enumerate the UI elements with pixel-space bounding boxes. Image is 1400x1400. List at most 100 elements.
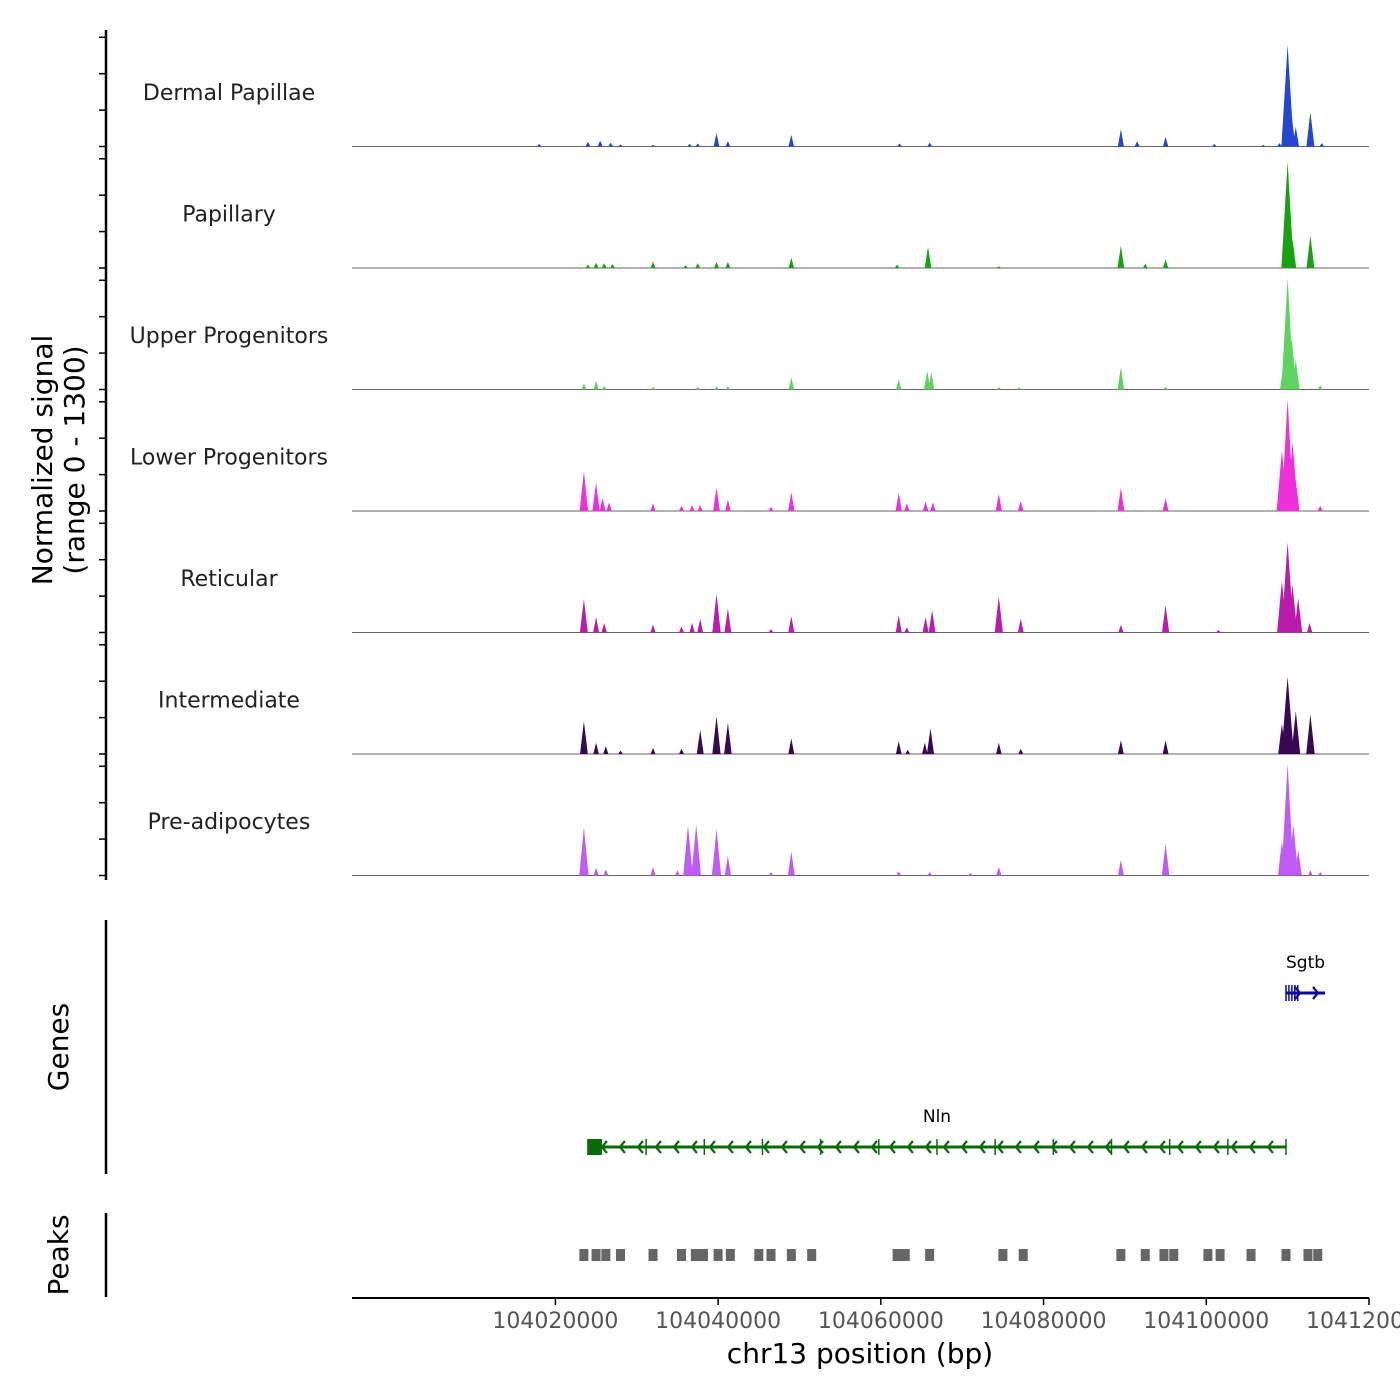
track-3: Lower Progenitors bbox=[130, 399, 1369, 512]
strand-arrow bbox=[780, 1140, 788, 1154]
signal-peak bbox=[618, 144, 623, 147]
signal-peak bbox=[896, 379, 902, 390]
gene-nln: Nln bbox=[587, 1107, 1287, 1155]
signal-peak bbox=[603, 869, 609, 876]
signal-peak bbox=[897, 143, 902, 147]
signal-peak bbox=[788, 492, 795, 511]
x-tick-label: 104020000 bbox=[492, 1309, 618, 1334]
signal-peak bbox=[650, 386, 656, 390]
signal-peak bbox=[725, 386, 731, 390]
signal-peak bbox=[996, 386, 1002, 390]
signal-peak bbox=[1162, 498, 1169, 511]
x-tick-label: 104100000 bbox=[1143, 1309, 1269, 1334]
strand-arrow bbox=[636, 1140, 644, 1154]
signal-peak bbox=[927, 872, 932, 876]
signal-peak bbox=[788, 377, 795, 390]
signal-peak bbox=[601, 623, 607, 633]
signal-peak bbox=[679, 626, 684, 633]
signal-peak bbox=[968, 872, 973, 876]
signal-peak bbox=[697, 618, 704, 633]
signal-peak bbox=[1306, 623, 1313, 633]
signal-peak bbox=[1292, 126, 1299, 147]
signal-peak bbox=[580, 721, 588, 754]
signal-peak bbox=[610, 264, 615, 268]
signal-peak bbox=[1288, 116, 1296, 147]
gene-sgtb: Sgtb bbox=[1285, 953, 1326, 1001]
track-label: Reticular bbox=[180, 567, 278, 592]
peak-region bbox=[1116, 1249, 1126, 1261]
peak-region bbox=[1313, 1249, 1323, 1261]
signal-peak bbox=[536, 143, 542, 147]
signal-peak bbox=[787, 851, 795, 876]
signal-peak bbox=[904, 503, 910, 511]
signal-peak bbox=[1117, 860, 1124, 876]
x-tick-label: 104080000 bbox=[981, 1309, 1107, 1334]
signal-peak bbox=[1018, 748, 1024, 754]
signal-peak bbox=[1292, 480, 1300, 511]
strand-arrow bbox=[906, 1140, 914, 1154]
signal-peak bbox=[1163, 386, 1168, 390]
strand-arrow bbox=[690, 1140, 698, 1154]
strand-arrow bbox=[618, 1140, 626, 1154]
peak-region bbox=[698, 1249, 708, 1261]
signal-peak bbox=[1142, 263, 1148, 268]
peak-region bbox=[615, 1249, 625, 1261]
signal-peak bbox=[1117, 367, 1125, 390]
signal-peak bbox=[1118, 624, 1124, 633]
peak-region bbox=[690, 1249, 700, 1261]
signal-peak bbox=[650, 866, 656, 876]
signal-peak bbox=[689, 623, 695, 633]
track-label: Upper Progenitors bbox=[130, 324, 329, 349]
strand-arrow bbox=[762, 1140, 770, 1154]
x-tick-label: 104060000 bbox=[818, 1309, 944, 1334]
peak-region bbox=[1169, 1249, 1179, 1261]
peak-regions bbox=[579, 1249, 1323, 1261]
signal-peak bbox=[650, 144, 656, 147]
signal-peak bbox=[1291, 711, 1301, 754]
signal-peak bbox=[1163, 259, 1169, 268]
peak-region bbox=[892, 1249, 902, 1261]
signal-peak bbox=[593, 742, 599, 754]
signal-peak bbox=[697, 505, 703, 511]
strand-arrow bbox=[708, 1140, 716, 1154]
strand-arrow bbox=[1212, 1140, 1220, 1154]
strand-arrow bbox=[1248, 1140, 1256, 1154]
signal-peak bbox=[1162, 137, 1169, 147]
peak-region bbox=[648, 1249, 658, 1261]
track-label: Intermediate bbox=[158, 689, 300, 714]
strand-arrow bbox=[1312, 986, 1320, 1000]
signal-peak bbox=[724, 723, 732, 754]
signal-peak bbox=[724, 608, 732, 633]
signal-peak bbox=[788, 738, 795, 754]
signal-peak bbox=[579, 599, 588, 633]
signal-peak bbox=[996, 866, 1002, 876]
signal-peak bbox=[714, 262, 719, 268]
signal-peak bbox=[904, 627, 910, 633]
peak-region bbox=[1303, 1249, 1313, 1261]
signal-peak bbox=[689, 505, 695, 511]
signal-peak bbox=[1317, 505, 1323, 511]
signal-peak bbox=[928, 610, 936, 633]
signal-peak bbox=[581, 383, 587, 390]
signal-peak bbox=[601, 263, 607, 268]
x-tick-label: 104120000 bbox=[1306, 1309, 1400, 1334]
peak-region bbox=[998, 1249, 1008, 1261]
signal-peak bbox=[928, 372, 935, 390]
signal-peak bbox=[725, 262, 731, 268]
signal-peak bbox=[601, 386, 607, 390]
gene-label: Sgtb bbox=[1286, 953, 1325, 973]
strand-arrow bbox=[798, 1140, 806, 1154]
signal-peak bbox=[683, 265, 688, 268]
signal-peak bbox=[895, 741, 902, 754]
signal-peak bbox=[922, 617, 929, 633]
signal-peak bbox=[691, 824, 701, 876]
y-axis-title-line1: Normalized signal bbox=[26, 335, 59, 586]
strand-arrow bbox=[1086, 1140, 1094, 1154]
signal-peak bbox=[1281, 676, 1294, 754]
signal-peak bbox=[608, 142, 614, 147]
signal-peak bbox=[1281, 161, 1294, 268]
signal-peak bbox=[593, 867, 599, 876]
signal-peak bbox=[788, 134, 795, 147]
signal-peak bbox=[768, 629, 774, 633]
